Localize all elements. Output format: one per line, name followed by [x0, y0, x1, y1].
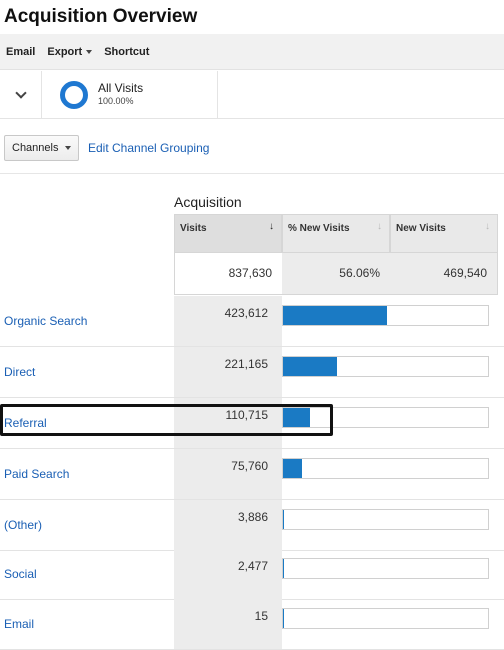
channel-link[interactable]: (Other) [4, 518, 43, 532]
share-bar-track [282, 558, 489, 579]
acquisition-group-label: Acquisition [174, 194, 242, 210]
report-toolbar: Email Export Shortcut [0, 34, 504, 70]
share-bar-fill [283, 510, 285, 529]
total-new-visits: 469,540 [390, 253, 498, 295]
dimension-label: Channels [12, 142, 59, 154]
primary-dimension-dropdown[interactable]: Channels [4, 135, 79, 161]
share-bar-track [282, 458, 489, 479]
visits-value: 423,612 [174, 296, 282, 346]
total-new-visits-pct: 56.06% [282, 253, 390, 295]
page-title: Acquisition Overview [4, 6, 198, 27]
channel-link[interactable]: Paid Search [4, 467, 70, 481]
export-label: Export [47, 45, 83, 58]
table-controls: Channels Edit Channel Grouping [0, 120, 504, 174]
table-row: Social 2,477 [0, 549, 504, 600]
export-button[interactable]: Export [41, 46, 98, 58]
share-bar-track [282, 509, 489, 530]
segment-bar: All Visits 100.00% [0, 71, 504, 119]
column-header-new-visits-pct[interactable]: % New Visits ↓ [282, 214, 390, 253]
chevron-down-icon [14, 86, 27, 99]
share-bar-fill [283, 559, 285, 578]
table-row: Paid Search 75,760 [0, 449, 504, 500]
table-row: Organic Search 423,612 [0, 296, 504, 347]
header-label: Visits [180, 223, 207, 234]
edit-channel-grouping-link[interactable]: Edit Channel Grouping [88, 141, 210, 155]
header-label: New Visits [396, 223, 446, 234]
shortcut-label: Shortcut [104, 45, 150, 58]
shortcut-button[interactable]: Shortcut [98, 46, 155, 58]
share-bar-fill [283, 306, 387, 325]
segment-ring-icon [60, 81, 88, 109]
table-row: Email 15 [0, 599, 504, 650]
visits-value: 2,477 [174, 549, 282, 599]
sort-icon: ↓ [377, 221, 382, 232]
visits-value: 3,886 [174, 500, 282, 550]
segment-card[interactable]: All Visits 100.00% [42, 71, 218, 118]
sort-desc-icon: ↓ [269, 221, 274, 232]
sort-icon: ↓ [485, 221, 490, 232]
caret-down-icon [86, 49, 93, 54]
channel-link[interactable]: Email [4, 617, 35, 631]
visits-value: 221,165 [174, 347, 282, 397]
segment-toggle[interactable] [0, 71, 42, 118]
email-label: Email [6, 45, 36, 58]
column-header-visits[interactable]: Visits ↓ [174, 214, 282, 253]
share-bar-track [282, 608, 489, 629]
channel-link[interactable]: Social [4, 567, 37, 581]
header-label: % New Visits [288, 223, 350, 234]
channel-link[interactable]: Referral [4, 416, 47, 430]
table-row: Referral 110,715 [0, 398, 504, 449]
segment-name: All Visits [98, 81, 144, 95]
segment-percent: 100.00% [98, 96, 134, 106]
share-bar-track [282, 305, 489, 326]
visits-value: 75,760 [174, 449, 282, 499]
share-bar-fill [283, 609, 285, 628]
share-bar-fill [283, 357, 338, 376]
share-bar-track [282, 407, 489, 428]
caret-down-icon [65, 146, 72, 150]
visits-value: 110,715 [174, 398, 282, 448]
share-bar-fill [283, 459, 302, 478]
share-bar-track [282, 356, 489, 377]
column-header-new-visits[interactable]: New Visits ↓ [390, 214, 498, 253]
channel-link[interactable]: Organic Search [4, 314, 88, 328]
email-button[interactable]: Email [0, 46, 41, 58]
total-visits: 837,630 [174, 253, 282, 295]
visits-value: 15 [174, 599, 282, 649]
channel-link[interactable]: Direct [4, 365, 36, 379]
table-row: Direct 221,165 [0, 347, 504, 398]
table-row: (Other) 3,886 [0, 500, 504, 551]
share-bar-fill [283, 408, 311, 427]
